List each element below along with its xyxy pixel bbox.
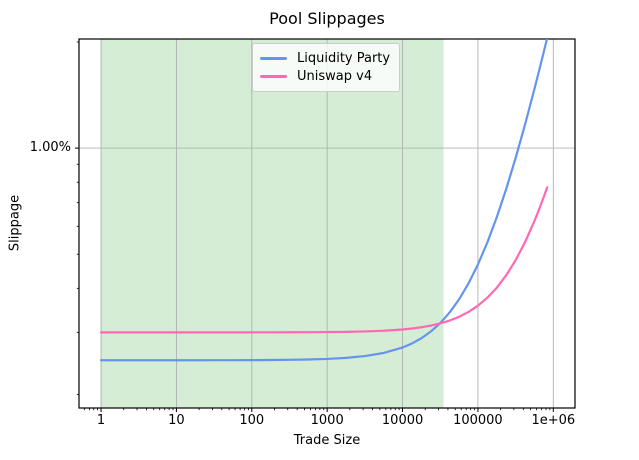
legend-line-swatch-pink xyxy=(260,74,287,78)
highlight-band xyxy=(101,39,444,408)
x-axis-label: Trade Size xyxy=(293,433,361,448)
x-tick-label: 10000 xyxy=(381,413,424,428)
x-tick-label: 100 xyxy=(239,413,265,428)
axes-frame xyxy=(78,38,576,409)
series-line-liquidity-party xyxy=(99,39,549,362)
x-tick-label: 100000 xyxy=(453,413,503,428)
x-tick-label: 1000 xyxy=(310,413,344,428)
legend: Liquidity Party Uniswap v4 xyxy=(252,43,400,92)
series-line-uniswap-v4 xyxy=(99,186,549,334)
chart-title: Pool Slippages xyxy=(269,9,385,28)
x-tick-labels: 1 10 100 1000 10000 100000 1e+06 xyxy=(0,413,639,431)
legend-entry-liquidity-party: Liquidity Party xyxy=(260,49,390,67)
y-tick-label: 1.00% xyxy=(29,140,71,155)
legend-label: Uniswap v4 xyxy=(297,68,373,84)
legend-entry-uniswap-v4: Uniswap v4 xyxy=(260,67,390,85)
x-tick-label: 1 xyxy=(96,413,106,428)
x-tick-label: 1e+06 xyxy=(531,413,576,428)
legend-label: Liquidity Party xyxy=(297,50,391,66)
y-axis-label-text: Slippage xyxy=(7,194,23,252)
x-tick-label: 10 xyxy=(168,413,185,428)
legend-line-swatch-blue xyxy=(260,56,287,60)
